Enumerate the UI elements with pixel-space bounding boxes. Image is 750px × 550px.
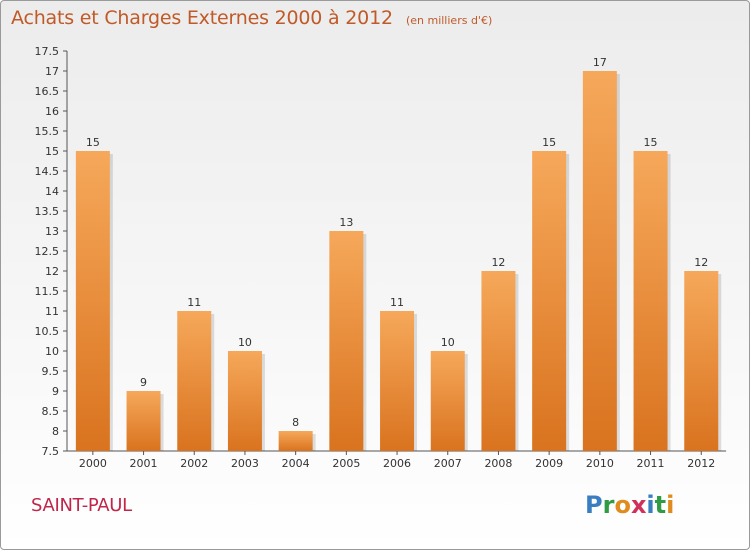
x-tick-label: 2007: [434, 457, 462, 470]
y-tick-label: 9.5: [42, 365, 60, 378]
bar: [329, 231, 364, 451]
chart-title-block: Achats et Charges Externes 2000 à 2012 (…: [11, 7, 492, 29]
data-label: 12: [694, 256, 708, 269]
y-tick-label: 10.5: [35, 325, 60, 338]
y-tick-label: 16.5: [35, 85, 60, 98]
bar: [177, 311, 212, 451]
y-tick-label: 16: [45, 105, 59, 118]
data-label: 9: [140, 376, 147, 389]
logo-letter: r: [602, 491, 615, 519]
chart-unit: (en milliers d'€): [405, 14, 493, 27]
logo-letter: x: [630, 491, 647, 519]
bar: [582, 71, 617, 451]
y-tick-label: 11: [45, 305, 59, 318]
x-tick-label: 2000: [79, 457, 107, 470]
proxiti-logo: Proxiti: [585, 491, 674, 519]
bar: [633, 151, 668, 451]
x-tick-label: 2012: [687, 457, 715, 470]
x-tick-label: 2009: [535, 457, 563, 470]
bar: [380, 311, 415, 451]
x-tick-label: 2005: [332, 457, 360, 470]
bar: [430, 351, 465, 451]
bar: [278, 431, 313, 451]
y-tick-label: 13: [45, 225, 59, 238]
data-label: 15: [644, 136, 658, 149]
x-tick-label: 2006: [383, 457, 411, 470]
data-label: 11: [390, 296, 404, 309]
y-tick-label: 14.5: [35, 165, 60, 178]
y-tick-label: 17.5: [35, 45, 60, 58]
logo-letter: i: [646, 491, 655, 519]
bar: [126, 391, 161, 451]
bar: [481, 271, 516, 451]
y-tick-label: 12: [45, 265, 59, 278]
bar: [684, 271, 719, 451]
y-tick-label: 14: [45, 185, 59, 198]
logo-letter: P: [585, 491, 603, 519]
x-tick-label: 2002: [180, 457, 208, 470]
x-tick-label: 2004: [282, 457, 310, 470]
bar: [532, 151, 567, 451]
y-tick-label: 13.5: [35, 205, 60, 218]
chart-labels: 7.5 8 8.5 9 9.5 10 10.5 11 11.5 12 12.5 13 13.5 14 14.…: [35, 45, 716, 470]
x-tick-label: 2010: [586, 457, 614, 470]
y-tick-label: 15: [45, 145, 59, 158]
y-tick-label: 15.5: [35, 125, 60, 138]
y-tick-label: 8.5: [42, 405, 60, 418]
bar: [75, 151, 110, 451]
data-label: 11: [187, 296, 201, 309]
chart-bars: [75, 71, 722, 451]
data-label: 10: [238, 336, 252, 349]
y-tick-label: 11.5: [35, 285, 60, 298]
data-label: 10: [441, 336, 455, 349]
data-label: 8: [292, 416, 299, 429]
logo-letter: o: [614, 491, 631, 519]
y-tick-label: 12.5: [35, 245, 60, 258]
x-tick-label: 2008: [484, 457, 512, 470]
y-tick-label: 17: [45, 65, 59, 78]
data-label: 15: [542, 136, 556, 149]
y-tick-label: 9: [52, 385, 59, 398]
y-tick-label: 10: [45, 345, 59, 358]
y-tick-label: 7.5: [42, 445, 60, 458]
x-tick-label: 2003: [231, 457, 259, 470]
bar: [227, 351, 262, 451]
data-label: 13: [339, 216, 353, 229]
logo-letter: t: [654, 491, 667, 519]
chart-title: Achats et Charges Externes 2000 à 2012: [11, 7, 393, 29]
x-tick-label: 2011: [637, 457, 665, 470]
logo-letter: i: [666, 491, 675, 519]
data-label: 15: [86, 136, 100, 149]
data-label: 17: [593, 56, 607, 69]
y-tick-label: 8: [52, 425, 59, 438]
data-label: 12: [491, 256, 505, 269]
city-name: SAINT-PAUL: [31, 495, 132, 516]
x-tick-label: 2001: [130, 457, 158, 470]
